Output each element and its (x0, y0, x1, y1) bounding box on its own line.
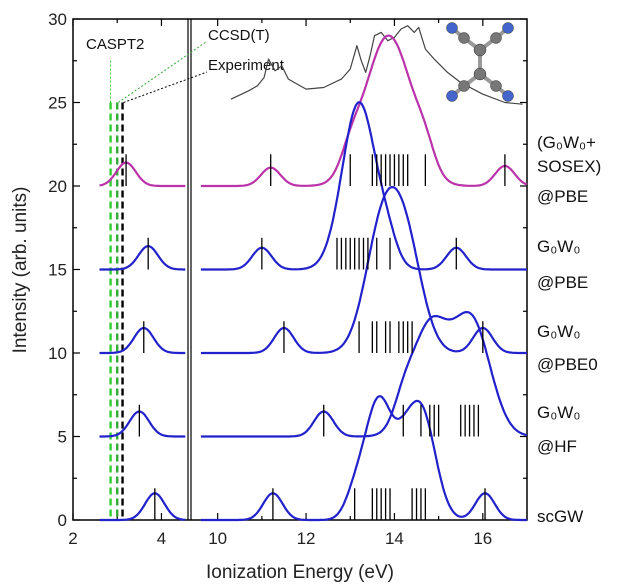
y-tick-label: 25 (48, 94, 67, 113)
y-tick-label: 30 (48, 10, 67, 29)
carbon-atom (458, 32, 470, 44)
method-label-line: @HF (537, 437, 577, 456)
tetracyanoethylene-molecule-icon (446, 22, 514, 102)
reference-label: CCSD(T) (208, 27, 270, 44)
x-tick-label: 2 (68, 529, 77, 548)
y-axis-title: Intensity (arb. units) (10, 187, 31, 354)
spectrum-line-3 (99, 311, 528, 438)
carbon-atom (458, 80, 470, 92)
y-tick-label: 10 (48, 344, 67, 363)
x-axis-title: Ionization Energy (eV) (206, 562, 394, 583)
method-labels: (G₀W₀+ SOSEX) @PBE G₀W₀ @PBE G₀W₀ @PBE0 G₀W₀ @HF… (537, 133, 601, 526)
spectrum-line-4 (99, 395, 528, 522)
spectra (99, 25, 528, 522)
x-tick-label: 16 (473, 529, 492, 548)
method-label-line: G₀W₀ (537, 322, 580, 341)
method-label-line: G₀W₀ (537, 403, 580, 422)
nitrogen-atom (502, 90, 514, 102)
spectrum-line-0 (99, 34, 528, 188)
stick-transitions (125, 154, 506, 520)
x-tick-label: 12 (297, 529, 316, 548)
leader-line (117, 41, 207, 103)
nitrogen-atom (502, 22, 514, 34)
leader-line (123, 71, 208, 103)
y-tick-label: 5 (58, 428, 67, 447)
nitrogen-atom (446, 22, 458, 34)
carbon-atom (473, 43, 487, 57)
method-label-line: @PBE (537, 187, 588, 206)
method-label-line: @PBE0 (537, 355, 598, 374)
method-label-line: @PBE (537, 273, 588, 292)
x-tick-label: 14 (385, 529, 404, 548)
x-tick-label: 4 (157, 529, 166, 548)
y-tick-label: 0 (58, 511, 67, 530)
reference-lines: CASPT2 CCSD(T) Experiment (86, 27, 285, 520)
method-label-line: scGW (537, 507, 583, 526)
carbon-atom (473, 67, 487, 81)
y-tick-label: 15 (48, 261, 67, 280)
experiment-spectrum-line (230, 25, 523, 105)
reference-label: Experiment (208, 57, 285, 74)
spectrum-line-1 (99, 101, 528, 271)
method-label-line: (G₀W₀+ (537, 133, 596, 152)
method-label-line: SOSEX) (537, 157, 601, 176)
nitrogen-atom (446, 90, 458, 102)
method-label-line: G₀W₀ (537, 237, 580, 256)
axes: 0 5 10 15 20 25 30 2 4 10 12 14 16 (48, 10, 528, 548)
carbon-atom (490, 32, 502, 44)
reference-label: CASPT2 (86, 36, 144, 53)
carbon-atom (490, 80, 502, 92)
y-tick-label: 20 (48, 177, 67, 196)
x-tick-label: 10 (208, 529, 227, 548)
spectrum-line-2 (99, 186, 528, 355)
